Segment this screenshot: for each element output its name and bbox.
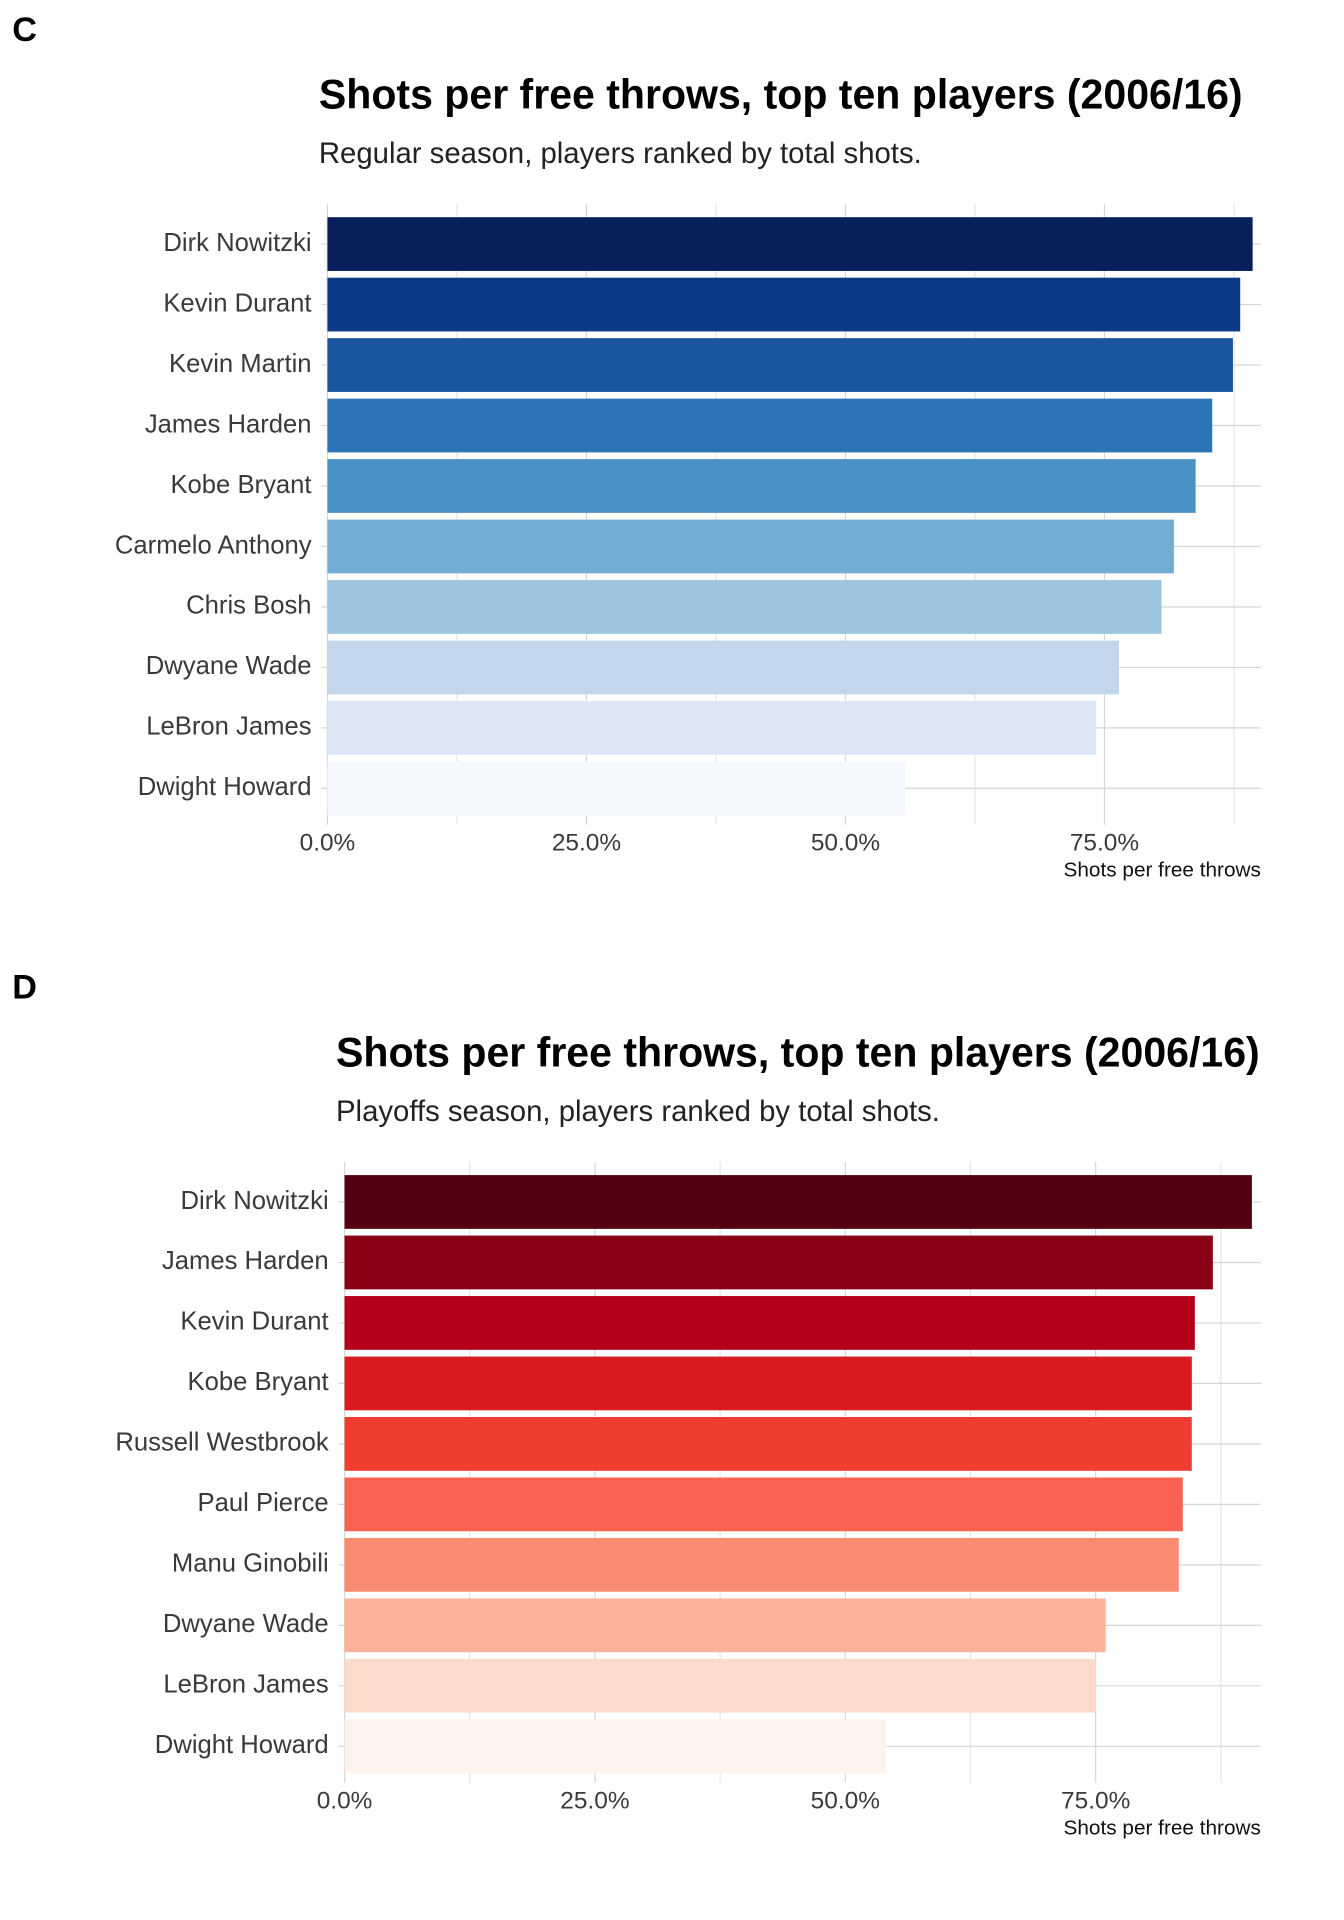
bar <box>327 459 1196 513</box>
bar <box>344 1356 1192 1411</box>
category-label: Kevin Durant <box>180 1308 328 1336</box>
category-label: LeBron James <box>146 713 311 741</box>
category-label: LeBron James <box>163 1671 328 1699</box>
bar <box>327 580 1162 634</box>
category-label: Dirk Nowitzki <box>181 1187 329 1215</box>
panel-label: C <box>12 11 37 49</box>
bar <box>327 217 1253 271</box>
category-label: Manu Ginobili <box>172 1550 329 1578</box>
x-tick-label: 50.0% <box>811 1788 880 1815</box>
x-tick-label: 25.0% <box>552 830 621 857</box>
bar <box>327 701 1097 755</box>
bar <box>327 761 906 816</box>
chart-subtitle: Regular season, players ranked by total … <box>319 137 922 170</box>
category-label: Kevin Durant <box>163 289 311 317</box>
x-tick-label: 0.0% <box>317 1788 373 1815</box>
bar <box>344 1537 1179 1592</box>
category-label: Russell Westbrook <box>115 1429 328 1457</box>
bar <box>344 1477 1183 1532</box>
chart-title: Shots per free throws, top ten players (… <box>336 1029 1260 1076</box>
bar <box>344 1719 887 1774</box>
bar <box>344 1658 1096 1713</box>
bar <box>344 1417 1192 1471</box>
category-label: Kevin Martin <box>169 350 312 378</box>
category-label: James Harden <box>162 1247 329 1275</box>
category-label: Dwyane Wade <box>163 1610 329 1638</box>
bar <box>327 277 1241 332</box>
category-label: Dwight Howard <box>138 773 312 801</box>
bar <box>344 1235 1213 1290</box>
bar <box>327 398 1213 453</box>
category-label: Paul Pierce <box>198 1489 329 1517</box>
bar <box>344 1175 1252 1229</box>
category-label: Dwight Howard <box>155 1731 329 1759</box>
x-axis-title: Shots per free throws <box>1064 859 1261 882</box>
bar <box>327 519 1174 574</box>
x-tick-label: 75.0% <box>1061 1788 1130 1815</box>
panel-label: D <box>12 969 37 1007</box>
x-tick-label: 75.0% <box>1070 830 1139 857</box>
chart-subtitle: Playoffs season, players ranked by total… <box>336 1095 940 1128</box>
category-label: Dwyane Wade <box>146 652 312 680</box>
category-label: James Harden <box>145 410 312 438</box>
category-label: Kobe Bryant <box>188 1368 329 1396</box>
x-tick-label: 25.0% <box>560 1788 629 1815</box>
category-label: Chris Bosh <box>186 592 311 620</box>
category-label: Kobe Bryant <box>170 471 311 499</box>
category-label: Dirk Nowitzki <box>163 229 311 257</box>
bar <box>327 640 1119 695</box>
x-axis-title: Shots per free throws <box>1064 1817 1261 1840</box>
x-tick-label: 0.0% <box>300 830 356 857</box>
bar <box>344 1598 1106 1653</box>
category-label: Carmelo Anthony <box>115 531 312 559</box>
x-tick-label: 50.0% <box>811 830 880 857</box>
chart-title: Shots per free throws, top ten players (… <box>319 71 1243 118</box>
bar <box>344 1296 1195 1350</box>
bar <box>327 338 1233 392</box>
